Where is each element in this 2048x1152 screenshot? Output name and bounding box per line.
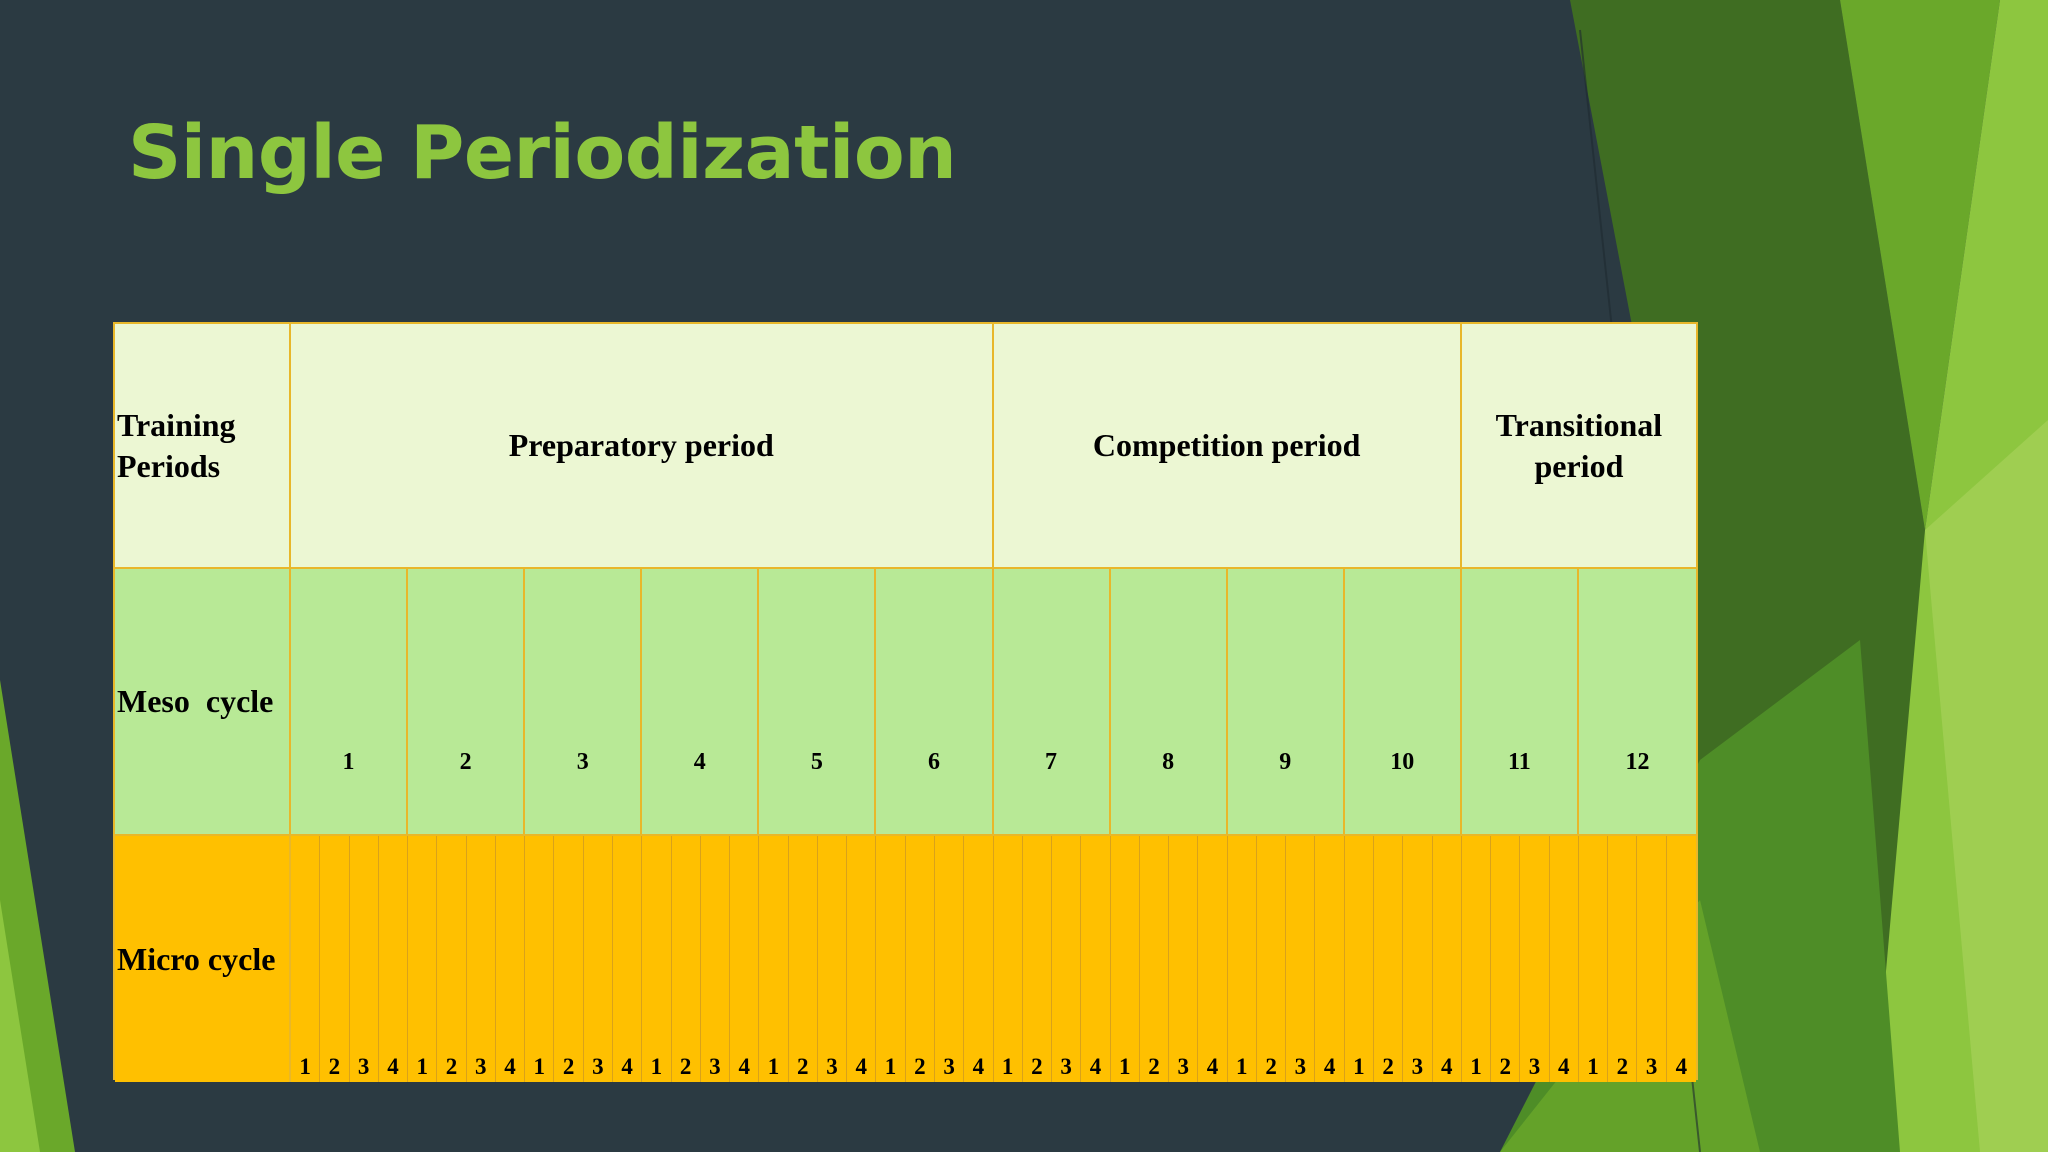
micro-cell: 4 (1666, 836, 1696, 1082)
micro-cell: 3 (1403, 836, 1433, 1082)
micro-cell: 2 (437, 836, 467, 1082)
micro-cell: 3 (1169, 836, 1199, 1082)
meso-cell: 6 (876, 569, 994, 836)
micro-cell: 3 (1052, 836, 1082, 1082)
micro-cell: 4 (1549, 836, 1579, 1082)
micro-cell: 1 (1344, 836, 1375, 1082)
period-cell: Competition period (993, 324, 1462, 569)
micro-cell: 1 (408, 836, 438, 1082)
micro-cell: 4 (847, 836, 877, 1082)
periodization-table: Training Periods Preparatory period Compet… (113, 322, 1698, 1082)
micro-cell: 3 (1520, 836, 1550, 1082)
micro-cell: 3 (583, 836, 613, 1082)
micro-cell: 1 (1578, 836, 1609, 1082)
micro-cell: 4 (1198, 836, 1228, 1082)
micro-cell: 1 (876, 836, 906, 1082)
micro-cell: 2 (1139, 836, 1170, 1082)
slide-title: Single Periodization (128, 110, 957, 196)
micro-cell: 2 (554, 836, 584, 1082)
micro-cell: 3 (466, 836, 496, 1082)
micro-cell: 2 (1491, 836, 1521, 1082)
meso-cell: 5 (759, 569, 877, 836)
micro-cell: 4 (1081, 836, 1111, 1082)
micro-cell: 2 (1374, 836, 1404, 1082)
meso-cell: 2 (408, 569, 526, 836)
meso-cell: 7 (993, 569, 1111, 836)
micro-cell: 1 (1461, 836, 1492, 1082)
meso-cell: 8 (1110, 569, 1228, 836)
row-label-micro: Micro cycle (115, 836, 291, 1082)
micro-cell: 3 (700, 836, 731, 1082)
micro-cell: 4 (378, 836, 409, 1082)
micro-cell: 4 (730, 836, 760, 1082)
micro-cell: 1 (291, 836, 321, 1082)
micro-cell: 1 (1227, 836, 1257, 1082)
micro-cell: 3 (349, 836, 379, 1082)
micro-cell: 2 (320, 836, 350, 1082)
meso-cell: 4 (642, 569, 760, 836)
row-label-periods: Training Periods (115, 324, 291, 569)
row-label-meso: Meso cycle (115, 569, 291, 836)
meso-cell: 9 (1227, 569, 1345, 836)
micro-cell: 2 (905, 836, 935, 1082)
meso-cell: 12 (1578, 569, 1696, 836)
meso-cell: 1 (291, 569, 409, 836)
micro-cell: 1 (759, 836, 789, 1082)
micro-cell: 2 (788, 836, 818, 1082)
micro-cell: 3 (817, 836, 848, 1082)
micro-cell: 4 (964, 836, 994, 1082)
micro-cell: 2 (1022, 836, 1053, 1082)
micro-cell: 2 (1608, 836, 1638, 1082)
micro-cell: 4 (495, 836, 526, 1082)
micro-cell: 4 (612, 836, 643, 1082)
micro-cell: 1 (525, 836, 555, 1082)
meso-cell: 10 (1344, 569, 1462, 836)
micro-cell: 1 (1110, 836, 1140, 1082)
meso-cell: 3 (525, 569, 643, 836)
period-cell: Preparatory period (291, 324, 994, 569)
micro-cell: 3 (1286, 836, 1316, 1082)
micro-cell: 1 (642, 836, 672, 1082)
micro-cell: 4 (1315, 836, 1345, 1082)
micro-cell: 2 (1256, 836, 1287, 1082)
micro-cell: 4 (1432, 836, 1462, 1082)
micro-cell: 1 (993, 836, 1023, 1082)
micro-cell: 2 (671, 836, 701, 1082)
micro-cell: 3 (934, 836, 965, 1082)
micro-cell: 3 (1637, 836, 1667, 1082)
meso-cell: 11 (1461, 569, 1579, 836)
period-cell: Transitional period (1461, 324, 1696, 569)
